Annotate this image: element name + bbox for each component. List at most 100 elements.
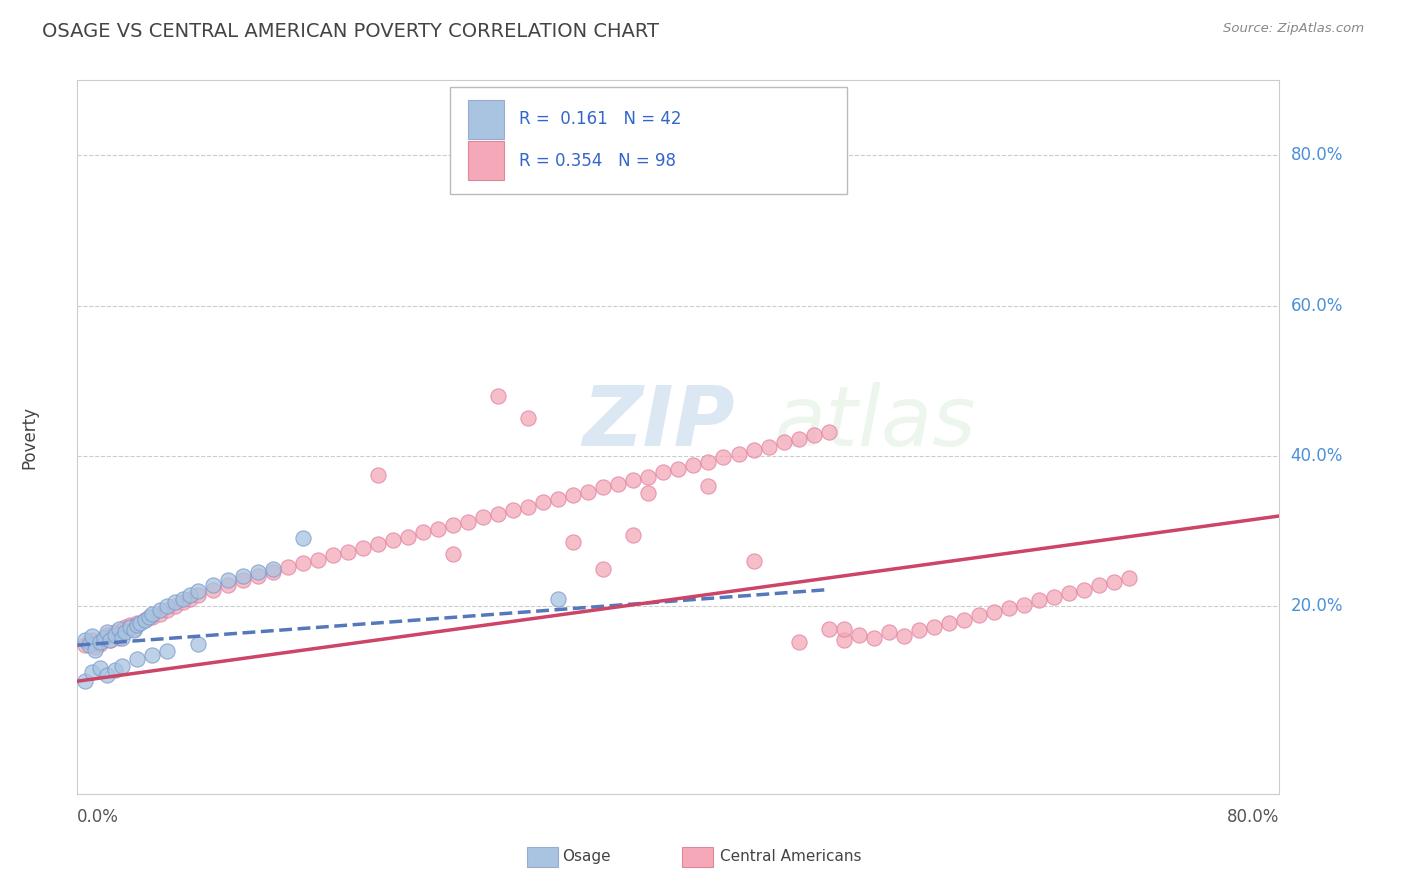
Point (772, 435, 794, 450)
Point (277, 560, 299, 574)
Point (186, 584, 209, 599)
Text: Source: ZipAtlas.com: Source: ZipAtlas.com (1223, 22, 1364, 36)
Point (246, 569, 269, 583)
Point (129, 615, 152, 630)
Point (246, 566, 269, 580)
Point (713, 450, 735, 465)
Point (547, 591, 569, 606)
Point (186, 637, 209, 651)
Point (412, 525, 434, 540)
Point (201, 578, 224, 592)
Point (111, 631, 134, 645)
Point (367, 467, 389, 482)
Text: 20.0%: 20.0% (1291, 597, 1343, 615)
Point (232, 573, 254, 587)
Point (156, 644, 179, 658)
Point (82, 632, 104, 647)
Point (742, 442, 765, 457)
Point (124, 622, 146, 636)
Point (127, 618, 149, 632)
Point (134, 613, 156, 627)
Point (100, 632, 122, 647)
Point (998, 600, 1021, 615)
Text: 40.0%: 40.0% (1291, 447, 1343, 465)
Point (79, 638, 101, 652)
Point (367, 537, 389, 551)
Point (96, 627, 118, 641)
Text: atlas: atlas (775, 383, 976, 463)
Point (89, 637, 111, 651)
Point (1073, 582, 1095, 597)
Point (832, 622, 855, 636)
Point (441, 518, 464, 533)
Point (141, 648, 163, 662)
Point (134, 613, 156, 627)
Point (953, 613, 976, 627)
Text: 60.0%: 60.0% (1291, 297, 1343, 315)
Point (163, 595, 186, 609)
Text: Central Americans: Central Americans (720, 849, 862, 863)
Point (93, 631, 115, 645)
Point (562, 488, 585, 502)
Point (817, 622, 839, 636)
Point (291, 532, 314, 546)
Point (217, 573, 239, 587)
Point (111, 659, 134, 673)
Point (668, 462, 690, 476)
Point (652, 466, 675, 480)
Point (179, 591, 201, 606)
Point (89, 661, 111, 675)
Point (352, 541, 374, 555)
Point (262, 561, 284, 575)
Point (138, 610, 160, 624)
Point (201, 582, 224, 597)
Point (742, 554, 765, 568)
FancyBboxPatch shape (468, 141, 505, 180)
Point (291, 556, 314, 570)
Point (172, 595, 194, 609)
Point (149, 603, 172, 617)
Point (84, 640, 107, 655)
Point (517, 500, 540, 514)
Point (697, 479, 720, 493)
Point (877, 625, 900, 640)
Point (114, 625, 136, 640)
Point (621, 527, 644, 541)
Point (172, 591, 194, 606)
Point (1118, 570, 1140, 584)
Point (621, 473, 644, 487)
Text: R = 0.354   N = 98: R = 0.354 N = 98 (519, 152, 675, 169)
Point (967, 608, 990, 623)
Point (156, 603, 179, 617)
Point (592, 480, 614, 494)
Point (803, 427, 825, 442)
Point (983, 605, 1005, 619)
Point (592, 561, 614, 575)
Point (758, 440, 780, 454)
Text: 80.0%: 80.0% (1291, 146, 1343, 164)
FancyBboxPatch shape (468, 100, 505, 139)
Text: 0.0%: 0.0% (77, 808, 120, 826)
Text: R =  0.161   N = 42: R = 0.161 N = 42 (519, 111, 681, 128)
Point (457, 515, 479, 529)
Point (111, 623, 134, 637)
Point (576, 484, 599, 499)
Point (547, 492, 569, 507)
Point (637, 470, 659, 484)
Point (156, 599, 179, 613)
Point (82, 665, 104, 680)
Point (118, 620, 141, 634)
Point (787, 635, 810, 649)
Point (307, 552, 329, 566)
Point (79, 635, 101, 649)
Point (817, 425, 839, 439)
Point (127, 651, 149, 665)
Point (531, 495, 554, 509)
Point (108, 622, 131, 636)
Point (637, 486, 659, 500)
Text: Poverty: Poverty (20, 406, 38, 468)
Text: ZIP: ZIP (582, 383, 735, 463)
Point (381, 533, 404, 547)
FancyBboxPatch shape (450, 87, 846, 194)
Point (336, 545, 359, 559)
